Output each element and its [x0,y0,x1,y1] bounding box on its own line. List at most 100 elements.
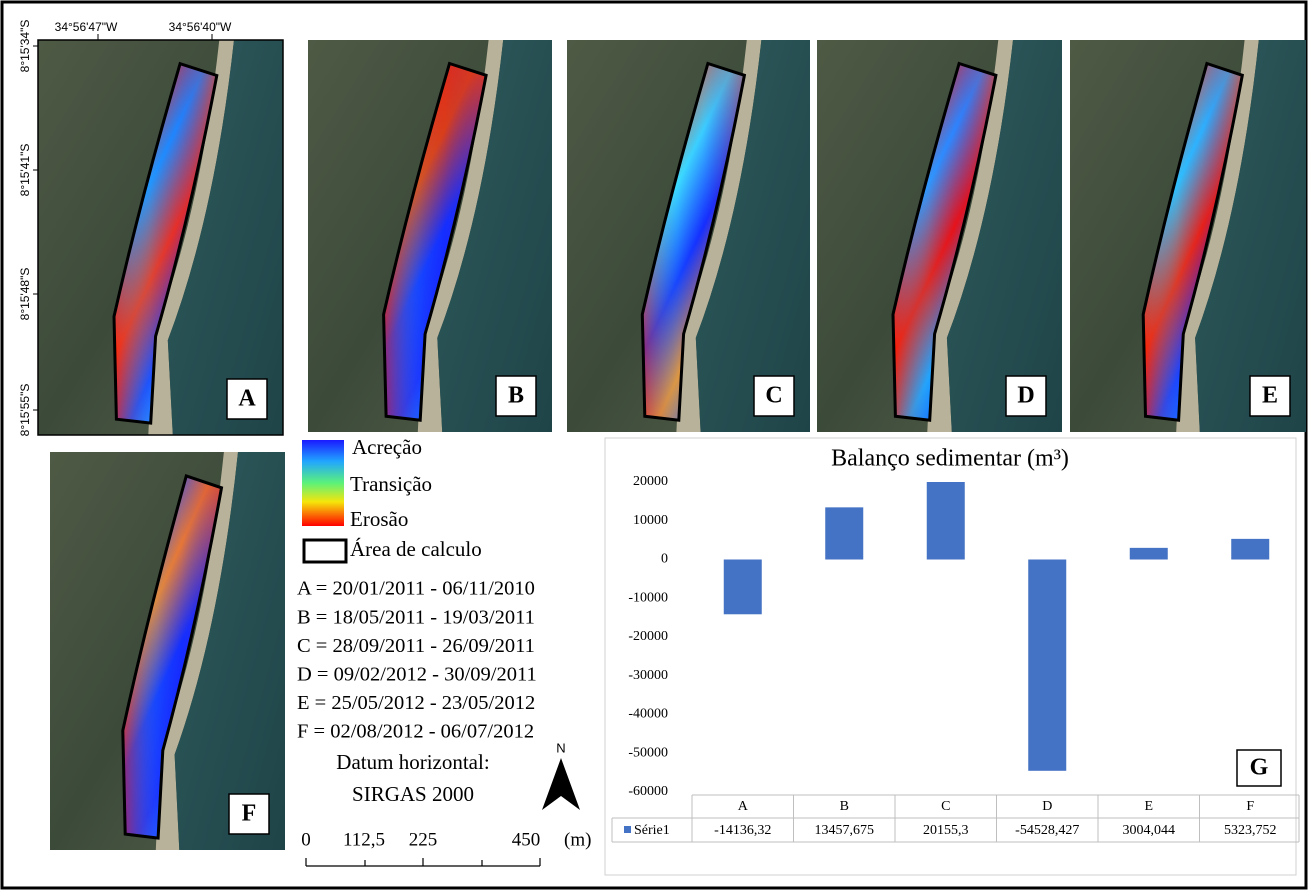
x-tick-label: F [1246,799,1254,814]
period: B = 18/05/2011 - 19/03/2011 [297,606,535,628]
panel-label-box [1236,749,1282,787]
map-strip-overlay [383,63,487,421]
scale-line [305,858,541,867]
panel-label: A [238,386,256,412]
panel-label-box [753,375,795,417]
datum: Datum horizontal: [336,750,489,774]
x-coord-label: 34°56'47"W [55,20,118,34]
period: D = 09/02/2012 - 30/09/2011 [297,664,537,686]
map-sand [417,40,504,432]
panel-label-box [228,793,270,835]
map-sand [148,40,234,435]
table-value: 5323,752 [1224,823,1277,838]
scale-label: 225 [409,829,438,850]
scale-label: 112,5 [343,829,385,850]
calc-area [1141,61,1245,422]
map-panel: F [50,452,285,850]
map-sand [155,452,238,850]
bar [1028,559,1067,771]
color-scale [302,440,344,526]
period: F = 02/08/2012 - 06/07/2012 [297,721,534,743]
map-sea [437,40,552,432]
x-tick-label: B [840,799,849,814]
y-coord-label: 8°15'34"S [18,20,32,73]
map-strip-overlay [893,63,996,421]
period: C = 28/09/2011 - 26/09/2011 [297,635,535,657]
y-tick-label: -60000 [628,784,668,799]
panel-label-box [1249,375,1291,417]
legend-label: Acreção [352,435,422,459]
bar [1231,538,1270,560]
y-tick-label: 10000 [633,513,668,528]
legend-label: Transição [350,472,432,496]
scale-unit: (m) [564,829,591,850]
datum: SIRGAS 2000 [352,782,474,806]
panel-label-box [1005,375,1047,417]
y-coord-label: 8°15'48"S [18,268,32,321]
calc-area [640,61,747,422]
panel-label: B [508,383,524,409]
map-panel: E [1070,40,1306,432]
chart-title: Balanço sedimentar (m³) [831,446,1069,472]
legend-label: Erosão [350,507,408,531]
periods: A = 20/01/2011 - 06/11/2010 B = 18/05/201… [297,578,537,743]
legend-label: Área de calculo [350,537,482,561]
bar [1129,547,1168,560]
y-tick-label: -50000 [628,745,668,760]
map-panels: A B C D E F 34°56'47"W 34°56'40"W 8°15'34"S 8°15'… [18,20,1306,850]
y-coord-label: 8°15'55"S [18,384,32,437]
panel-label: D [1017,383,1034,409]
map-strip-overlay [114,63,217,424]
chart: Balanço sedimentar (m³) G -60000 -50000 -4… [604,437,1300,876]
bar [723,559,762,615]
scale-bar: 0 112,5 225 450 (m) [301,829,591,867]
legend-key [624,826,631,833]
bar [825,507,864,560]
x-tick-label: C [941,799,950,814]
map-panel: C [567,40,810,432]
map-sea [167,40,283,435]
table-value: 3004,044 [1123,823,1176,838]
map-panel: A [37,39,284,436]
map-panel: D [817,40,1062,432]
calc-area [891,61,998,422]
table-value: 20155,3 [923,823,969,838]
map-border [37,39,284,436]
map-strip-overlay [642,63,745,421]
x-tick-label: E [1144,799,1153,814]
legend: Acreção Transição Erosão Área de calculo [302,435,482,564]
map-sea [174,452,285,850]
panel-label: F [242,801,257,827]
scale-label: 450 [512,829,541,850]
x-tick-label: D [1042,799,1052,814]
panel-label-box [495,375,537,417]
scale-label: 0 [301,829,311,850]
x-coord-label: 34°56'40"W [169,20,232,34]
map-sand [676,40,762,432]
map-sea [695,40,810,432]
plot [723,482,1270,771]
y-tick-label: 0 [661,552,668,567]
bar [926,482,965,560]
map-panel: B [308,40,552,432]
y-tick-label: -40000 [628,707,668,722]
panel-label: E [1262,383,1278,409]
legend-label: Série1 [634,823,670,838]
y-coord-label: 8°15'41"S [18,144,32,197]
table-value: -14136,32 [714,823,771,838]
panel-label-box [226,378,268,420]
map-sea [1195,40,1306,432]
table-value: 13457,675 [815,823,875,838]
area-swatch [302,538,348,564]
table-value: -54528,427 [1015,823,1079,838]
north-label: N [556,740,565,755]
y-tick-label: -30000 [628,668,668,683]
map-sand [927,40,1013,432]
calc-area [112,61,219,425]
x-tick-label: A [738,799,749,814]
panel-label: C [765,383,782,409]
panel-label: G [1250,755,1269,781]
y-tick-label: -20000 [628,629,668,644]
